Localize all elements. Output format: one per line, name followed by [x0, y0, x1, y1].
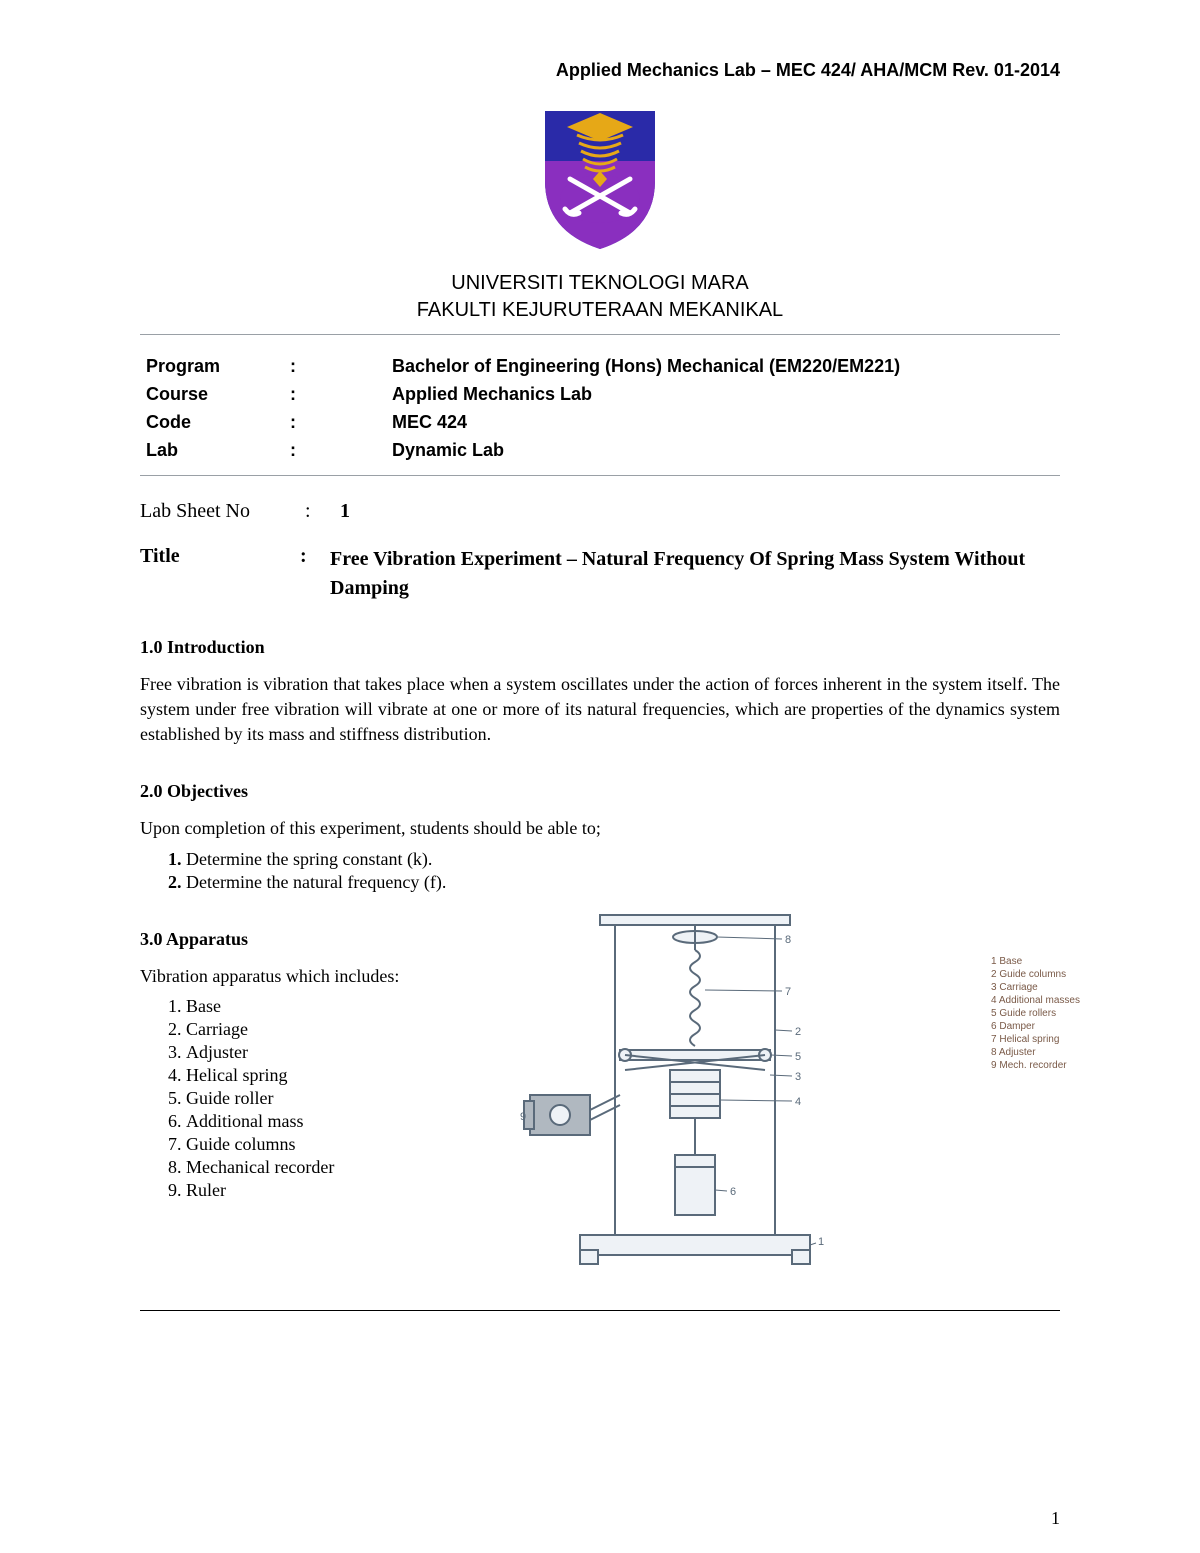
labsheet-value: 1	[340, 500, 350, 522]
svg-text:7: 7	[785, 986, 791, 998]
lab-value: Dynamic Lab	[386, 437, 906, 465]
svg-text:3: 3	[795, 1071, 801, 1083]
legend-item: 5 Guide rollers	[991, 1007, 1080, 1020]
section-intro-head: 1.0 Introduction	[140, 637, 1060, 658]
legend-item: 7 Helical spring	[991, 1033, 1080, 1046]
svg-text:6: 6	[730, 1186, 736, 1198]
list-item: Base	[186, 996, 500, 1017]
legend-item: 3 Carriage	[991, 981, 1080, 994]
separator-top	[140, 334, 1060, 335]
title-label: Title	[140, 545, 300, 568]
legend-item: 2 Guide columns	[991, 968, 1080, 981]
separator-info	[140, 475, 1060, 476]
svg-text:8: 8	[785, 934, 791, 946]
legend-item: 6 Damper	[991, 1020, 1080, 1033]
faculty-name: FAKULTI KEJURUTERAAN MEKANIKAL	[140, 297, 1060, 324]
title-value: Free Vibration Experiment – Natural Freq…	[330, 545, 1060, 603]
objectives-list: Determine the spring constant (k). Deter…	[140, 849, 1060, 893]
uitm-logo	[535, 101, 665, 251]
colon: :	[272, 353, 314, 381]
apparatus-list: Base Carriage Adjuster Helical spring Gu…	[140, 996, 500, 1201]
list-item: Adjuster	[186, 1042, 500, 1063]
apparatus-diagram-icon: 8 7 2 5 3 4 6 1 9	[520, 895, 860, 1275]
list-item: Ruler	[186, 1180, 500, 1201]
university-name-block: UNIVERSITI TEKNOLOGI MARA FAKULTI KEJURU…	[140, 270, 1060, 324]
title-row: Title : Free Vibration Experiment – Natu…	[140, 545, 1060, 603]
apparatus-figure: 8 7 2 5 3 4 6 1 9 1 Base 2 Guide columns…	[520, 895, 1060, 1280]
section-apparatus-lead: Vibration apparatus which includes:	[140, 964, 500, 989]
figure-legend: 1 Base 2 Guide columns 3 Carriage 4 Addi…	[991, 955, 1080, 1072]
svg-text:4: 4	[795, 1096, 801, 1108]
list-item: Mechanical recorder	[186, 1157, 500, 1178]
university-name: UNIVERSITI TEKNOLOGI MARA	[140, 270, 1060, 297]
svg-text:1: 1	[818, 1236, 824, 1248]
list-item: Additional mass	[186, 1111, 500, 1132]
colon: :	[272, 381, 314, 409]
legend-item: 1 Base	[991, 955, 1080, 968]
code-label: Code	[140, 409, 272, 437]
list-item: Carriage	[186, 1019, 500, 1040]
lab-label: Lab	[140, 437, 272, 465]
list-item: Determine the spring constant (k).	[186, 849, 1060, 870]
list-item: Helical spring	[186, 1065, 500, 1086]
section-objectives-head: 2.0 Objectives	[140, 781, 1060, 802]
program-value: Bachelor of Engineering (Hons) Mechanica…	[386, 353, 906, 381]
list-item: Guide roller	[186, 1088, 500, 1109]
section-objectives-lead: Upon completion of this experiment, stud…	[140, 816, 1060, 841]
course-value: Applied Mechanics Lab	[386, 381, 906, 409]
colon: :	[300, 545, 330, 568]
section-apparatus-head: 3.0 Apparatus	[140, 929, 500, 950]
footer-rule	[140, 1310, 1060, 1311]
colon: :	[272, 437, 314, 465]
course-info-table: Program : Bachelor of Engineering (Hons)…	[140, 353, 906, 465]
legend-item: 9 Mech. recorder	[991, 1059, 1080, 1072]
lab-sheet-row: Lab Sheet No : 1	[140, 500, 1060, 523]
svg-text:5: 5	[795, 1051, 801, 1063]
logo-container	[140, 101, 1060, 256]
colon: :	[272, 409, 314, 437]
document-header: Applied Mechanics Lab – MEC 424/ AHA/MCM…	[140, 60, 1060, 81]
labsheet-label: Lab Sheet No	[140, 500, 300, 523]
svg-text:2: 2	[795, 1026, 801, 1038]
list-item: Determine the natural frequency (f).	[186, 872, 1060, 893]
course-label: Course	[140, 381, 272, 409]
code-value: MEC 424	[386, 409, 906, 437]
legend-item: 8 Adjuster	[991, 1046, 1080, 1059]
list-item: Guide columns	[186, 1134, 500, 1155]
svg-text:9: 9	[520, 1111, 526, 1123]
program-label: Program	[140, 353, 272, 381]
legend-item: 4 Additional masses	[991, 994, 1080, 1007]
page-number: 1	[1051, 1508, 1060, 1529]
section-intro-body: Free vibration is vibration that takes p…	[140, 672, 1060, 748]
colon: :	[305, 500, 335, 523]
